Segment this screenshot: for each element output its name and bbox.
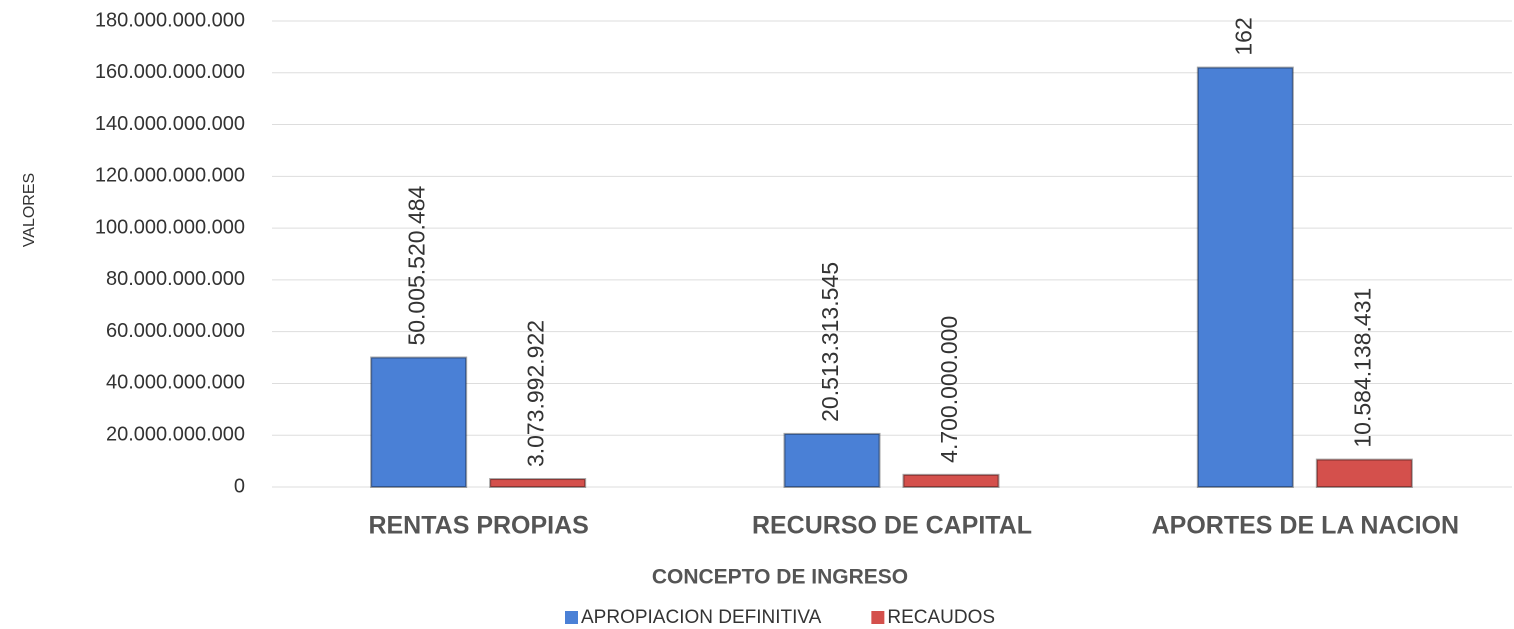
y-tick-label: 180.000.000.000: [95, 9, 245, 31]
legend-label: RECAUDOS: [887, 607, 995, 628]
legend-swatch: [871, 611, 885, 624]
bar: [370, 356, 468, 488]
data-label: 10.584.138.431: [1349, 288, 1375, 448]
legend-swatch: [565, 611, 578, 624]
legend-label: APROPIACION DEFINITIVA: [581, 607, 822, 628]
x-tick-label: RECURSO DE CAPITAL: [752, 512, 1032, 540]
x-tick-label: APORTES DE LA NACION: [1152, 512, 1459, 540]
y-tick-label: 160.000.000.000: [95, 61, 245, 83]
y-axis-title: VALORES: [21, 173, 38, 247]
y-tick-label: 20.000.000.000: [106, 424, 245, 446]
bar: [783, 432, 881, 488]
y-tick-label: 120.000.000.000: [95, 165, 245, 187]
y-tick-label: 40.000.000.000: [106, 372, 245, 394]
bar: [902, 473, 1000, 488]
y-tick-label: 100.000.000.000: [95, 216, 245, 238]
bar: [1196, 66, 1294, 488]
y-tick-label: 60.000.000.000: [106, 320, 245, 342]
y-tick-label: 140.000.000.000: [95, 113, 245, 135]
data-label: 4.700.000.000: [936, 316, 962, 463]
data-label: 20.513.313.545: [817, 262, 843, 422]
y-tick-label: 80.000.000.000: [106, 268, 245, 290]
x-axis-title: CONCEPTO DE INGRESO: [652, 566, 908, 589]
bar: [489, 478, 587, 489]
y-tick-label: 0: [234, 475, 245, 497]
data-label: 3.073.992.922: [523, 320, 549, 467]
data-label: 162: [1230, 17, 1256, 55]
bar: [1315, 458, 1413, 489]
data-label: 50.005.520.484: [404, 185, 430, 345]
x-tick-label: RENTAS PROPIAS: [368, 512, 588, 540]
